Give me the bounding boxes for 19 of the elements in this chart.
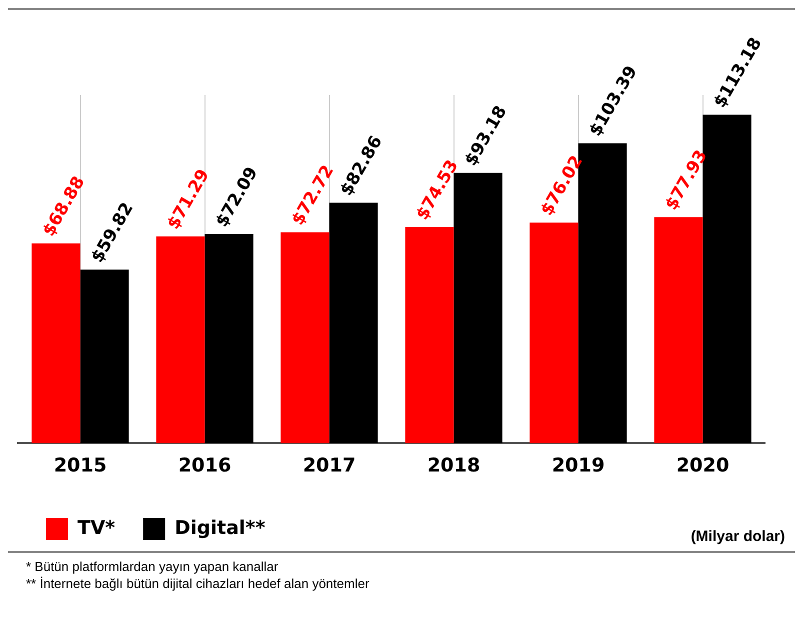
x-tick-label: 2016 (178, 454, 232, 477)
x-tick-label: 2018 (427, 454, 480, 477)
text: * Bütün platformlardan yayın yapan kanallar (25, 559, 280, 574)
x-tick-label: 2019 (552, 454, 605, 477)
bar (405, 226, 454, 444)
bar (530, 222, 578, 444)
bar (204, 234, 254, 444)
bar (280, 232, 330, 444)
bar (32, 243, 80, 444)
bar (654, 217, 703, 444)
x-tick-label: 2015 (54, 454, 107, 477)
bar (156, 236, 205, 444)
bar (80, 270, 129, 444)
x-tick-label: 2017 (302, 454, 356, 477)
text: (Milyar dolar) (690, 528, 785, 545)
text: ** İnternete bağlı bütün dijital cihazları hedef alan yöntemler (25, 576, 370, 591)
legend-label: Digital** (174, 516, 266, 539)
legend-label: TV* (78, 516, 116, 539)
x-tick-label: 2020 (676, 454, 730, 477)
